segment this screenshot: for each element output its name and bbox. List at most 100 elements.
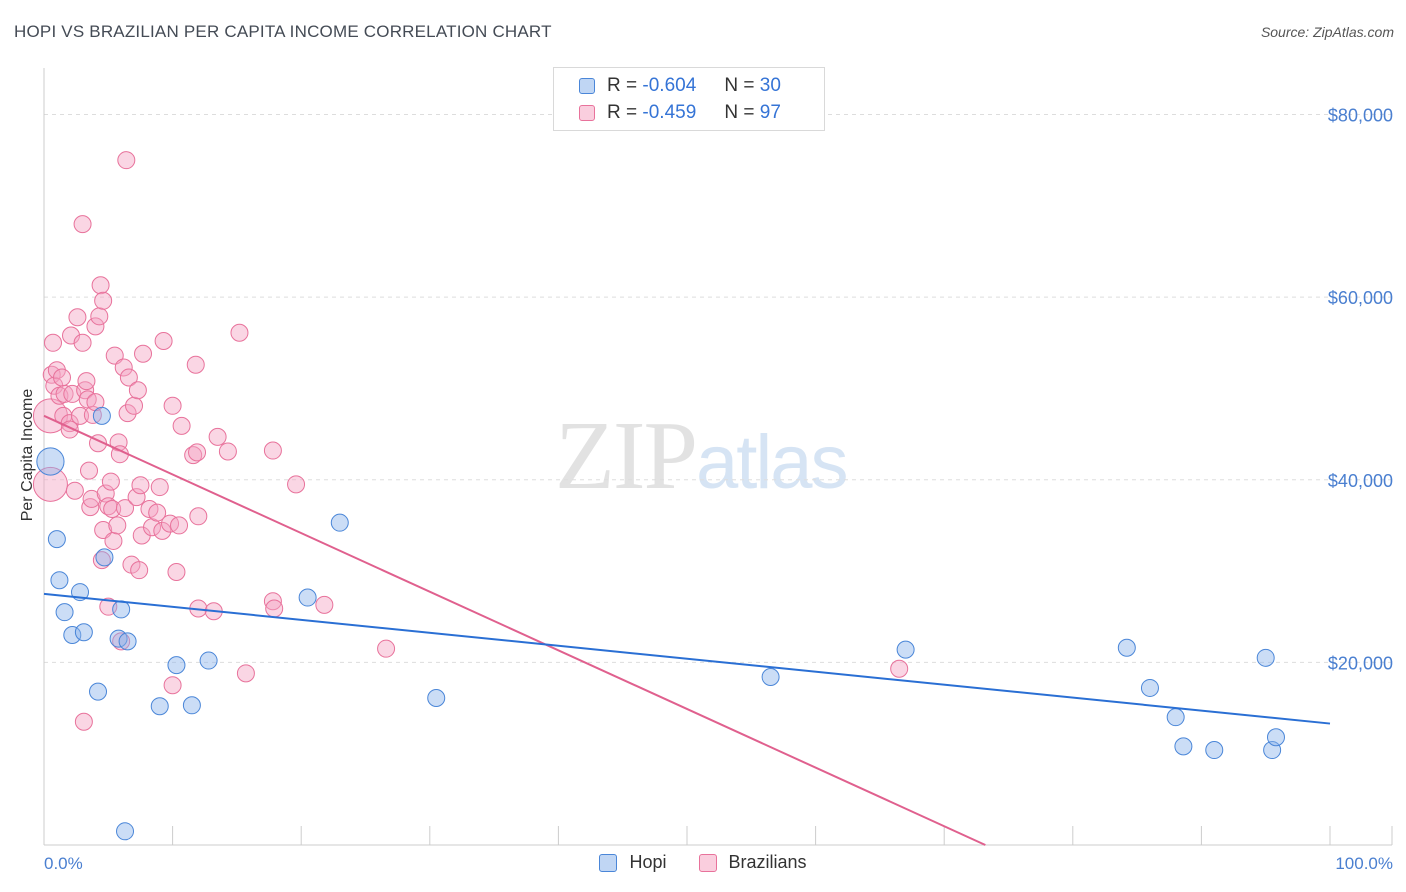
x-tick-label: 0.0% [44, 854, 83, 873]
y-tick-label: $40,000 [1328, 471, 1393, 491]
brazil-point [130, 561, 149, 580]
brazil-point [263, 441, 282, 460]
y-tick-label: $20,000 [1328, 653, 1393, 673]
legend-item-hopi[interactable]: Hopi [599, 852, 667, 873]
brazilians-points [32, 151, 909, 731]
legend-item-brazilians[interactable]: Brazilians [698, 852, 807, 873]
hopi-point [1266, 728, 1285, 747]
hopi-point [1205, 741, 1224, 760]
legend-hopi-swatch [599, 853, 618, 872]
brazil-point [119, 368, 138, 387]
brazil-point [114, 358, 133, 377]
brazil-point [112, 632, 131, 651]
brazil-point [890, 659, 909, 678]
hopi-point [63, 625, 82, 644]
stats-row-hopi: R = -0.604 N = 30 [579, 73, 781, 99]
stats-box: R = -0.604 N = 30 R = -0.459 N = 97 [553, 67, 825, 131]
hopi-point [89, 682, 108, 701]
brazil-r-label: R = [607, 102, 638, 123]
brazil-point [170, 516, 189, 535]
hopi-n-label: N = [724, 75, 755, 96]
hopi-point [112, 600, 131, 619]
brazil-point [208, 427, 227, 446]
brazil-point [127, 488, 146, 507]
brazil-point [53, 368, 72, 387]
brazil-point [263, 592, 282, 611]
hopi-swatch [579, 78, 595, 94]
legend-brazilians-label: Brazilians [728, 852, 807, 872]
hopi-point [150, 697, 169, 716]
hopi-point [118, 632, 137, 651]
hopi-point [427, 688, 446, 707]
brazil-point [150, 478, 169, 497]
brazil-point [377, 639, 396, 658]
source-label: Source: ZipAtlas.com [1260, 24, 1394, 40]
brazil-point [62, 326, 81, 345]
brazil-swatch [579, 105, 595, 121]
y-tick-label: $80,000 [1328, 106, 1393, 126]
brazil-point [32, 466, 68, 502]
y-tick-label: $60,000 [1328, 288, 1393, 308]
brazil-point [92, 551, 111, 570]
brazil-point [236, 664, 255, 683]
brazil-point [86, 317, 105, 336]
legend: Hopi Brazilians [0, 852, 1406, 873]
hopi-point [896, 640, 915, 659]
brazil-point [143, 518, 162, 537]
brazil-point [131, 476, 150, 495]
hopi-point [50, 571, 69, 590]
brazil-point [101, 472, 120, 491]
hopi-point [92, 406, 111, 425]
hopi-point [1117, 638, 1136, 657]
brazil-point [103, 499, 122, 518]
hopi-point [116, 822, 135, 841]
gridlines [44, 114, 1392, 663]
brazil-point [218, 442, 237, 461]
brazil-point [230, 323, 249, 342]
legend-hopi-label: Hopi [629, 852, 667, 872]
hopi-point [199, 651, 218, 670]
brazil-r-value: -0.459 [642, 102, 697, 123]
hopi-point [47, 530, 66, 549]
brazil-point [94, 291, 113, 310]
brazil-point [154, 331, 173, 350]
tick-labels: $20,000 $40,000 $60,000 $80,000 0.0% 100.0% [44, 106, 1393, 873]
brazil-point [153, 521, 172, 540]
hopi-point [298, 588, 317, 607]
brazilians-trend-line [43, 414, 986, 846]
hopi-point [1174, 737, 1193, 756]
brazil-point [73, 215, 92, 234]
hopi-r-value: -0.604 [642, 75, 697, 96]
brazil-point [77, 372, 96, 391]
hopi-point [1140, 678, 1159, 697]
brazil-point [104, 531, 123, 550]
brazil-point [148, 503, 167, 522]
brazil-point [161, 514, 180, 533]
brazil-point [82, 489, 101, 508]
hopi-point [330, 513, 349, 532]
brazil-point [55, 384, 74, 403]
hopi-trend-line [43, 592, 1331, 725]
watermark-atlas: atlas [696, 420, 849, 505]
hopi-point [167, 656, 186, 675]
brazil-point [287, 475, 306, 494]
brazil-point [128, 381, 147, 400]
hopi-point [1166, 708, 1185, 727]
hopi-r-label: R = [607, 75, 638, 96]
brazil-point [71, 406, 90, 425]
brazil-point [125, 396, 144, 415]
watermark: ZIPatlas [555, 400, 849, 512]
brazil-point [32, 398, 68, 434]
brazil-point [163, 676, 182, 695]
brazil-point [73, 333, 92, 352]
hopi-point [761, 667, 780, 686]
brazil-point [68, 308, 87, 327]
hopi-point [182, 696, 201, 715]
brazil-point [186, 355, 205, 374]
x-tick-label: 100.0% [1335, 854, 1393, 873]
brazil-point [90, 307, 109, 326]
brazil-point [91, 276, 110, 295]
legend-brazil-swatch [698, 853, 717, 872]
brazil-point [189, 507, 208, 526]
watermark-zip: ZIP [555, 402, 698, 510]
